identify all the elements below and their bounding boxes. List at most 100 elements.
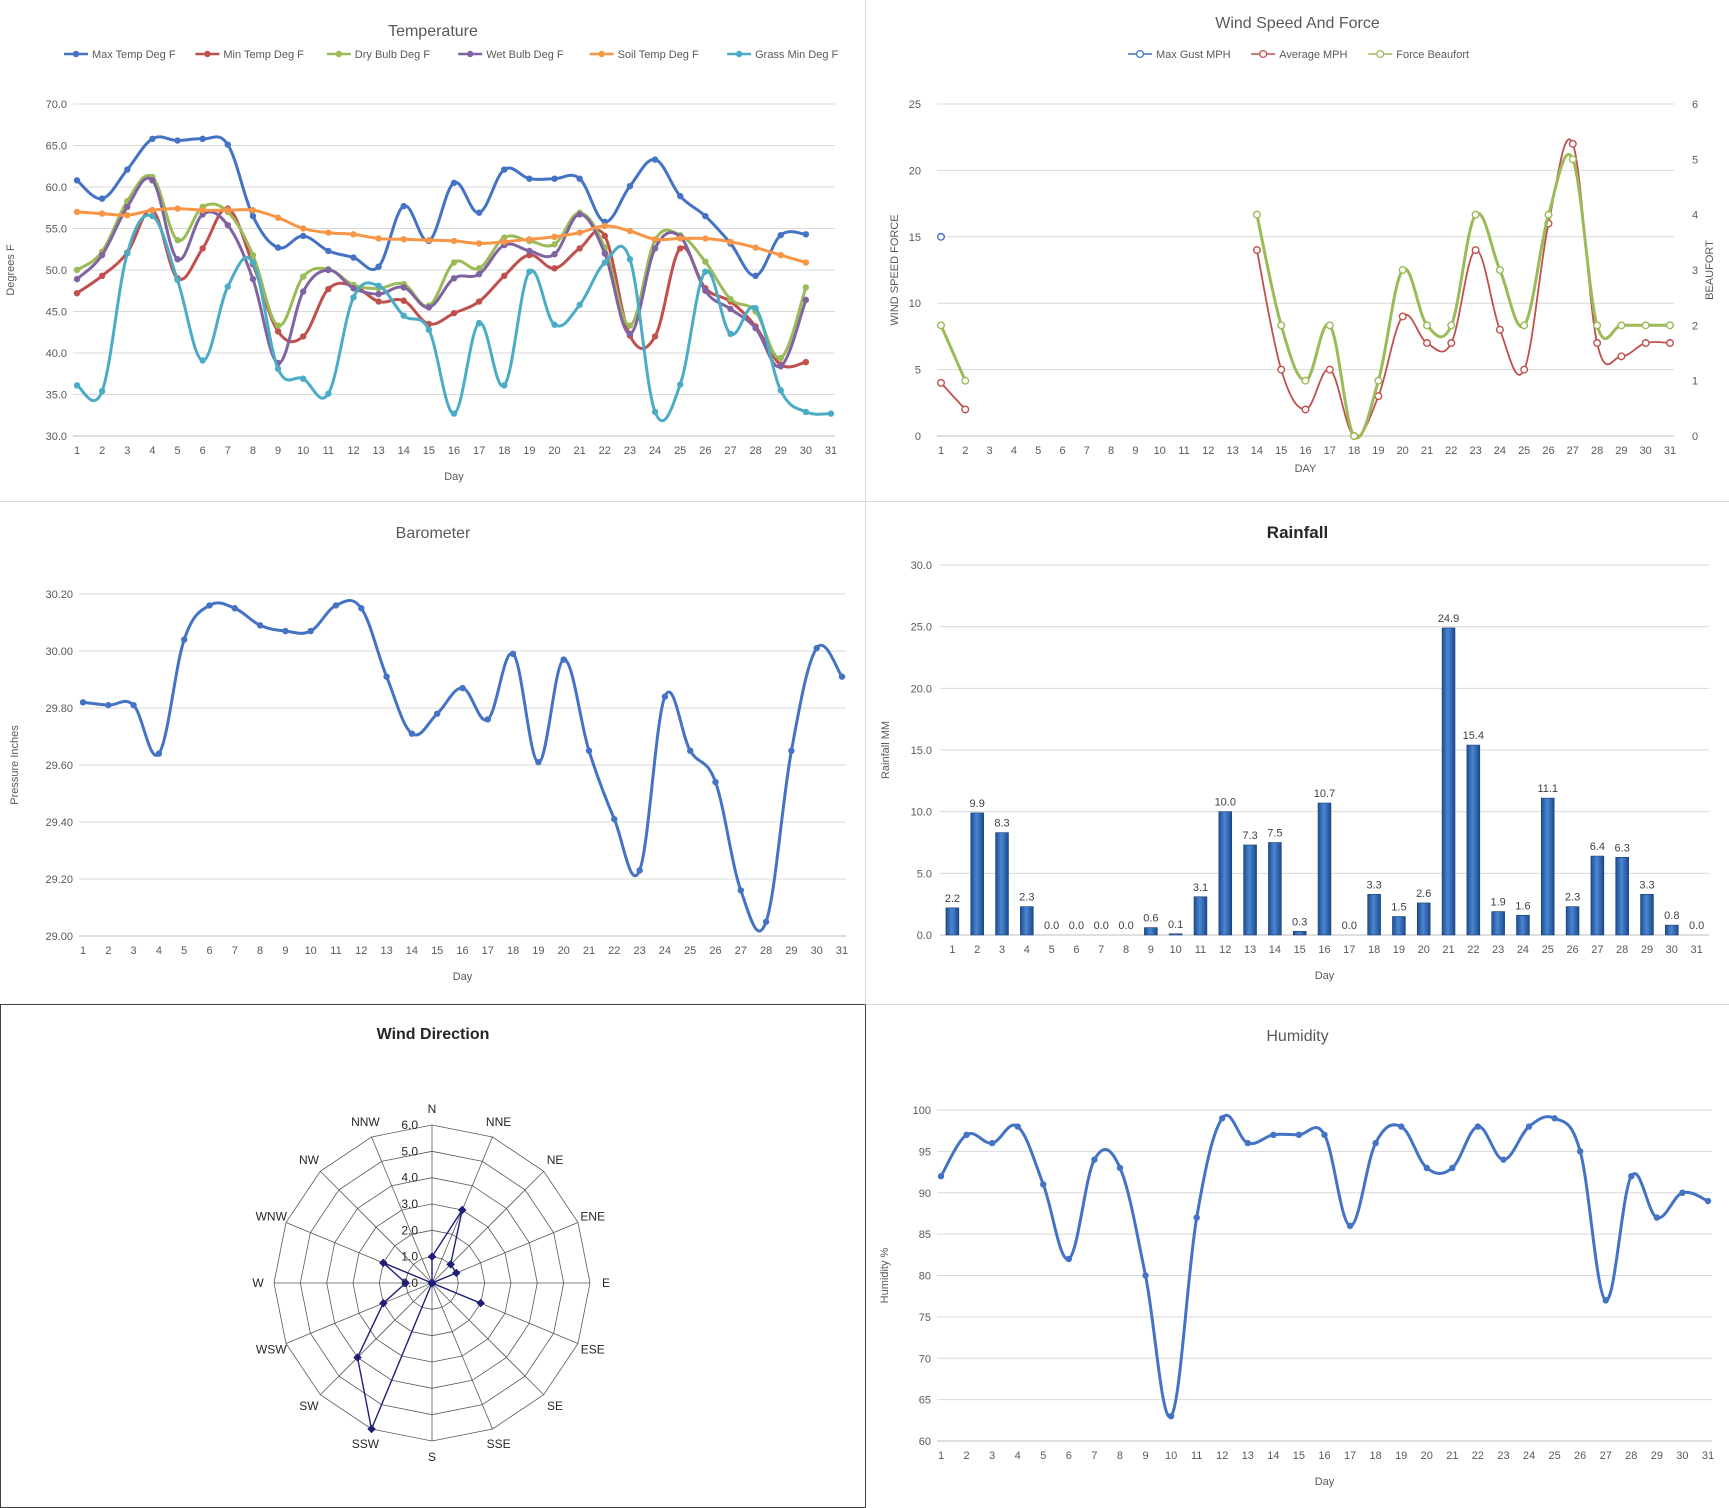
x-tick-label: 9	[1142, 1450, 1148, 1462]
data-point	[73, 290, 81, 297]
x-tick-label: 19	[1395, 1450, 1407, 1462]
x-tick-label: 21	[583, 945, 595, 957]
data-point	[1449, 1164, 1456, 1172]
data-point	[1666, 321, 1675, 330]
data-point	[551, 265, 558, 272]
y-tick-label: 10.0	[911, 807, 932, 819]
data-point	[249, 275, 257, 283]
rain-bar	[970, 812, 984, 936]
x-tick-label: 12	[355, 945, 367, 957]
bar-data-label: 10.7	[1314, 788, 1335, 800]
bar-data-label: 11.1	[1537, 783, 1558, 795]
bar-data-label: 0.0	[1118, 920, 1133, 932]
y-axis-label: Humidity %	[879, 1247, 891, 1303]
data-point	[1568, 139, 1577, 148]
data-point	[475, 319, 483, 327]
data-point	[98, 195, 106, 202]
chart-title: Barometer	[396, 525, 471, 542]
data-point	[626, 182, 634, 190]
direction-label: SSW	[352, 1437, 380, 1451]
data-point	[249, 212, 257, 220]
data-point	[450, 237, 458, 245]
y-tick-label: 80	[919, 1271, 931, 1283]
x-tick-label: 30	[1676, 1450, 1688, 1462]
x-tick-label: 3	[124, 445, 130, 457]
x-tick-label: 21	[574, 445, 586, 457]
data-point	[1641, 339, 1650, 348]
x-tick-label: 26	[1566, 944, 1578, 956]
y2-tick-label: 1	[1692, 376, 1698, 388]
data-point	[400, 297, 407, 304]
data-point	[677, 192, 684, 200]
rain-bar	[945, 907, 960, 936]
radar-spoke	[431, 1282, 493, 1430]
x-tick-label: 10	[1154, 445, 1166, 457]
data-point	[651, 236, 659, 243]
bar-data-label: 6.4	[1590, 841, 1605, 853]
rain-bar	[1441, 627, 1456, 936]
data-point	[350, 285, 357, 292]
series-line	[75, 135, 808, 278]
x-tick-label: 12	[1216, 1450, 1228, 1462]
direction-label: WNW	[256, 1209, 288, 1223]
radar-point	[457, 1205, 467, 1215]
data-point	[601, 222, 608, 230]
data-point	[375, 263, 382, 270]
data-point	[274, 244, 282, 251]
radar-point	[476, 1298, 485, 1308]
y-tick-label: 75	[919, 1312, 931, 1324]
x-tick-label: 18	[498, 445, 510, 457]
data-point	[651, 156, 659, 163]
x-tick-label: 4	[1024, 944, 1030, 956]
x-tick-label: 31	[1664, 445, 1676, 457]
data-point	[576, 175, 583, 182]
x-tick-label: 5	[1035, 445, 1041, 457]
x-tick-label: 22	[599, 445, 611, 457]
x-tick-label: 13	[372, 445, 384, 457]
data-point	[149, 135, 156, 143]
data-point	[475, 265, 483, 272]
x-tick-label: 31	[825, 445, 837, 457]
data-point	[300, 333, 307, 340]
data-point	[727, 305, 734, 313]
wind-speed-chart: Wind Speed And Force 0 5 10 15 20 25 0 1 2 3 4 5 6 1 2 3…	[866, 0, 1729, 502]
data-point	[501, 238, 508, 245]
x-tick-label: 13	[1226, 445, 1238, 457]
wind-direction-chart: Wind Direction N NNE NE ENE E ESE SE SSE S SSW SW WS…	[0, 1005, 866, 1508]
data-point	[1252, 246, 1261, 255]
rain-bar	[1243, 844, 1257, 936]
y-tick-label: 70.0	[46, 99, 67, 111]
x-tick-label: 13	[1244, 944, 1256, 956]
x-tick-label: 16	[456, 945, 468, 957]
x-tick-label: 17	[1343, 944, 1355, 956]
y-tick-label: 20.0	[911, 683, 932, 695]
data-point	[961, 405, 970, 414]
x-tick-label: 14	[1269, 944, 1281, 956]
x-tick-label: 8	[250, 445, 256, 457]
data-point	[408, 730, 416, 737]
series-line	[75, 173, 808, 360]
x-tick-label: 7	[1084, 445, 1090, 457]
x-tick-label: 23	[633, 945, 645, 957]
x-tick-label: 8	[257, 945, 263, 957]
data-point	[777, 251, 784, 259]
y-axis-label: Pressure Inches	[9, 725, 21, 805]
data-point	[937, 1173, 945, 1180]
x-axis-label: Day	[453, 971, 473, 983]
x-tick-label: 17	[473, 445, 485, 457]
x-tick-label: 28	[760, 945, 772, 957]
data-point	[1244, 1139, 1251, 1147]
rain-bar	[1367, 893, 1381, 936]
data-point	[1301, 376, 1310, 385]
x-tick-label: 12	[1202, 445, 1214, 457]
data-point	[501, 166, 508, 173]
data-point	[1471, 210, 1480, 219]
data-point	[988, 1139, 996, 1147]
x-tick-label: 19	[532, 945, 544, 957]
data-point	[256, 622, 264, 629]
y-tick-label: 5.0	[917, 868, 932, 880]
data-point	[802, 231, 810, 238]
bar-data-label: 0.0	[1069, 920, 1084, 932]
data-point	[752, 304, 759, 312]
